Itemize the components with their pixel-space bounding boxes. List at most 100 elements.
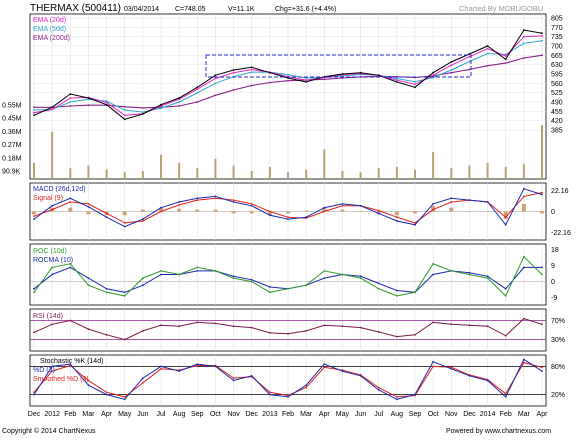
roc-line-point bbox=[87, 284, 90, 287]
signal-line-point bbox=[196, 199, 199, 202]
ema20-line-point bbox=[468, 55, 471, 58]
stoch-d-line-point bbox=[142, 377, 144, 379]
stoch-d-line-point bbox=[323, 363, 326, 365]
macd-histogram-bar bbox=[140, 209, 145, 212]
ema50-line-point bbox=[196, 92, 199, 94]
rocma-line-point bbox=[541, 266, 543, 269]
price-y-tick: 525 bbox=[551, 90, 563, 97]
rocma-line-point bbox=[33, 287, 35, 290]
price-line-point bbox=[468, 53, 471, 55]
price-line-point bbox=[287, 77, 289, 79]
roc-line-point bbox=[214, 270, 217, 272]
macd-histogram-bar bbox=[213, 209, 218, 212]
x-tick-label: Jun bbox=[355, 411, 366, 418]
ema20-line-point bbox=[123, 114, 126, 117]
price-line-point bbox=[504, 58, 507, 61]
macd-line-point bbox=[305, 216, 307, 219]
ema20-line-point bbox=[33, 111, 35, 114]
roc-line-point bbox=[359, 277, 362, 279]
macd-line-point bbox=[341, 203, 344, 205]
roc-line-point bbox=[396, 295, 398, 297]
stoch-d-line-point bbox=[305, 384, 307, 387]
rsi-line-point bbox=[196, 321, 199, 324]
macd-histogram-bar bbox=[177, 208, 182, 212]
x-tick-label: Jul bbox=[157, 411, 166, 418]
x-tick-label: Dec bbox=[463, 411, 476, 418]
rsi-line-point bbox=[87, 328, 90, 330]
price-line-point bbox=[359, 71, 362, 74]
stoch-d-line-point bbox=[450, 367, 453, 370]
macd-line-point bbox=[123, 225, 126, 228]
ema20-line-point bbox=[414, 83, 416, 86]
rocma-line-point bbox=[432, 273, 434, 276]
price-line-point bbox=[341, 73, 344, 75]
ema50-line-point bbox=[214, 82, 217, 85]
price-line-point bbox=[33, 114, 35, 117]
price-line-point bbox=[377, 74, 380, 77]
x-tick-label: Apr bbox=[319, 411, 331, 418]
macd-histogram-bar bbox=[540, 211, 544, 214]
stoch-smoothed-line-point bbox=[323, 366, 326, 369]
macd-line-point bbox=[396, 220, 398, 222]
x-tick-label: Sep bbox=[409, 411, 422, 418]
signal-line-point bbox=[377, 209, 380, 212]
price-line-point bbox=[51, 106, 53, 109]
price-line-point bbox=[87, 97, 90, 99]
rsi-line-point bbox=[33, 331, 35, 334]
legend-stoch-d: %D (3) bbox=[33, 367, 55, 374]
roc-line-point bbox=[250, 280, 253, 283]
stoch-smoothed-line-point bbox=[504, 392, 507, 395]
macd-line-point bbox=[87, 205, 90, 208]
x-tick-label: Mar bbox=[518, 411, 531, 418]
consolidation-box bbox=[205, 54, 472, 78]
macd-histogram-bar bbox=[231, 211, 236, 214]
roc-line-point bbox=[432, 262, 434, 265]
signal-line-point bbox=[69, 201, 72, 203]
ema20-line-point bbox=[486, 47, 489, 50]
rocma-line-point bbox=[486, 275, 489, 278]
stoch-d-line-point bbox=[504, 396, 507, 398]
price-y-tick: 595 bbox=[551, 72, 563, 79]
macd-histogram-bar bbox=[394, 211, 399, 216]
macd-line-point bbox=[432, 203, 434, 205]
x-tick-label: Jul bbox=[374, 411, 383, 418]
rsi-line-point bbox=[69, 319, 72, 322]
rsi-line-point bbox=[287, 332, 289, 335]
rocma-line-point bbox=[232, 275, 235, 278]
ema20-line-point bbox=[250, 68, 253, 71]
roc-line-point bbox=[142, 277, 144, 279]
price-y-tick: 420 bbox=[551, 118, 563, 125]
rsi-line-point bbox=[396, 335, 398, 338]
macd-line-point bbox=[486, 201, 489, 203]
legend-rsi: RSI (14d) bbox=[33, 313, 63, 320]
change-label: Chg=+31.6 (+4.4%) bbox=[275, 6, 336, 13]
price-line-point bbox=[541, 32, 543, 35]
volume-bar bbox=[522, 164, 525, 179]
macd-histogram-bar bbox=[431, 205, 436, 212]
stoch-d-line-point bbox=[250, 374, 253, 377]
stoch-smoothed-line-point bbox=[450, 366, 453, 369]
roc-y-tick: -9 bbox=[551, 295, 557, 302]
rsi-line-point bbox=[232, 325, 235, 328]
x-tick-label: Oct bbox=[210, 411, 221, 418]
roc-line-point bbox=[105, 291, 108, 294]
rocma-line-point bbox=[51, 273, 53, 276]
stoch-d-line-point bbox=[377, 389, 380, 391]
ema200-line-point bbox=[87, 104, 90, 107]
ema20-line-point bbox=[541, 35, 543, 37]
stoch-d-line-point bbox=[51, 365, 53, 368]
stoch-smoothed-line-point bbox=[142, 382, 144, 384]
signal-line-point bbox=[541, 191, 543, 194]
rocma-line-point bbox=[269, 286, 271, 288]
price-y-tick: 805 bbox=[551, 16, 563, 23]
rocma-line-point bbox=[142, 284, 144, 287]
x-tick-label: Feb bbox=[500, 411, 512, 418]
ema200-line-point bbox=[323, 78, 326, 81]
rsi-line-point bbox=[51, 323, 53, 326]
legend-roc: ROC (10d) bbox=[33, 248, 67, 255]
stoch-smoothed-line-point bbox=[51, 370, 53, 372]
grid-lines bbox=[30, 14, 546, 406]
ema200-line-point bbox=[341, 77, 344, 79]
roc-line-point bbox=[523, 255, 525, 258]
macd-line-point bbox=[450, 197, 453, 200]
